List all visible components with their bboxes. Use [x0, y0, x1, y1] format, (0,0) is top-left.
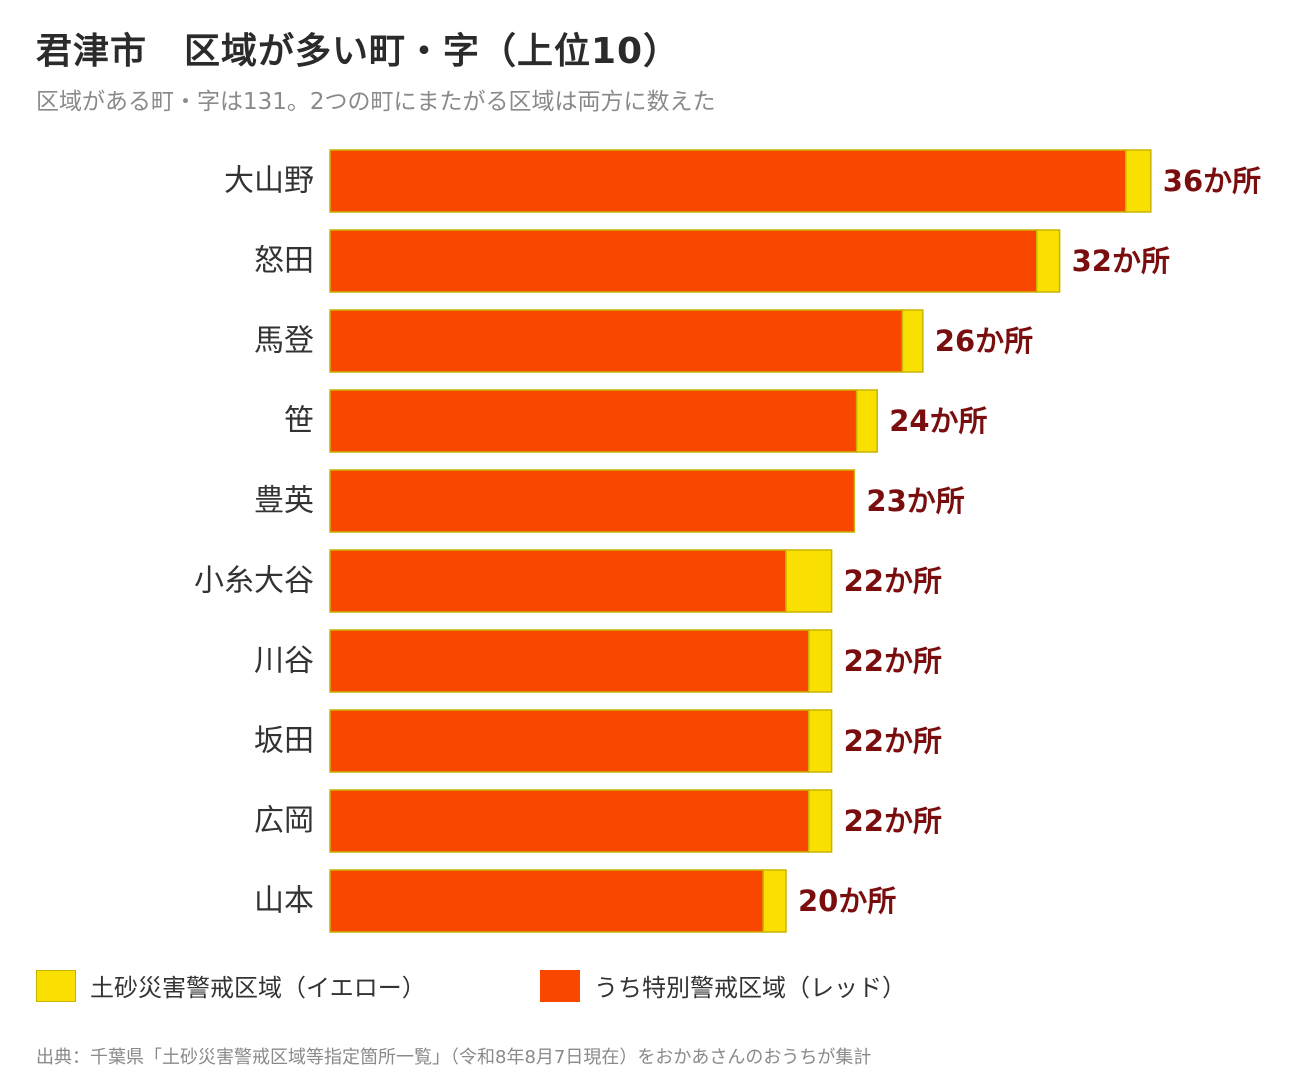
source-note: 出典：千葉県「土砂災害警戒区域等指定箇所一覧」（令和8年8月7日現在）をおかあさ…	[36, 1047, 872, 1068]
bar-value-label: 36か所	[1163, 164, 1261, 198]
legend-swatch-red	[540, 969, 580, 1002]
bar-yellow-segment	[762, 869, 787, 933]
chart-subtitle: 区域がある町・字は131。2つの町にまたがる区域は両方に数えた	[36, 89, 716, 115]
bar-value-label: 22か所	[844, 804, 942, 838]
legend-label-red: うち特別警戒区域（レッド）	[594, 974, 906, 1002]
bar-red-segment	[329, 309, 904, 373]
category-label: 大山野	[224, 164, 314, 199]
bar-red-segment	[329, 149, 1127, 213]
category-label: 笹	[284, 404, 314, 439]
category-label: 小糸大谷	[194, 564, 314, 599]
bar-yellow-segment	[901, 309, 924, 373]
category-label: 馬登	[254, 324, 314, 359]
legend-swatch-yellow	[36, 969, 76, 1002]
bar-yellow-segment	[808, 629, 833, 693]
legend-item-red: うち特別警戒区域（レッド）	[540, 968, 906, 1003]
bar-yellow-segment	[1124, 149, 1152, 213]
bar-value-label: 22か所	[844, 644, 942, 678]
category-label: 坂田	[254, 724, 314, 759]
bar-red-segment	[329, 389, 858, 453]
category-label: 怒田	[254, 244, 314, 279]
bar-value-label: 26か所	[935, 324, 1033, 358]
chart-legend: 土砂災害警戒区域（イエロー） うち特別警戒区域（レッド）	[36, 968, 1236, 1008]
bar-red-segment	[329, 789, 810, 853]
chart-title: 君津市 区域が多い町・字（上位10）	[36, 31, 681, 72]
category-label: 豊英	[254, 484, 314, 519]
legend-item-yellow: 土砂災害警戒区域（イエロー）	[36, 968, 426, 1003]
bar-red-segment	[329, 229, 1038, 293]
bar-red-segment	[329, 709, 810, 773]
category-label: 川谷	[254, 644, 314, 679]
category-label: 山本	[254, 884, 314, 919]
legend-label-yellow: 土砂災害警戒区域（イエロー）	[90, 974, 426, 1002]
bar-value-label: 22か所	[844, 724, 942, 758]
bar-yellow-segment	[855, 389, 878, 453]
bar-value-label: 24か所	[889, 404, 987, 438]
category-label: 広岡	[254, 804, 314, 839]
bar-value-label: 32か所	[1072, 244, 1170, 278]
bar-yellow-segment	[785, 549, 833, 613]
bar-red-segment	[329, 469, 856, 533]
bar-value-label: 20か所	[798, 884, 896, 918]
bar-red-segment	[329, 549, 787, 613]
bar-red-segment	[329, 869, 764, 933]
bar-yellow-segment	[1036, 229, 1061, 293]
bar-yellow-segment	[808, 709, 833, 773]
bar-yellow-segment	[808, 789, 833, 853]
bar-red-segment	[329, 629, 810, 693]
bar-value-label: 22か所	[844, 564, 942, 598]
bar-value-label: 23か所	[866, 484, 964, 518]
